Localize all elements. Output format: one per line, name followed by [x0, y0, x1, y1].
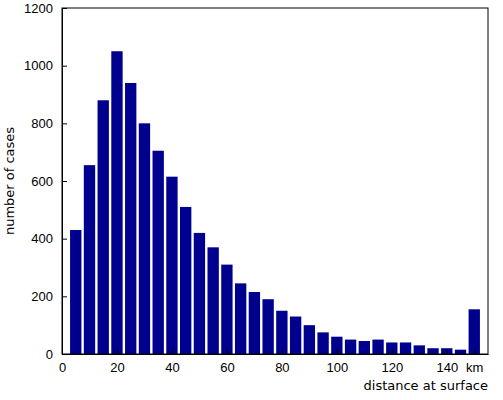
bar [84, 165, 95, 354]
bar [304, 325, 315, 354]
bar [359, 341, 370, 354]
y-tick-label: 600 [31, 174, 53, 189]
y-tick-mark [62, 354, 67, 355]
x-tick-mark [172, 349, 173, 354]
y-tick-mark [62, 66, 67, 67]
x-tick: 20 [110, 349, 124, 375]
x-tick-mark [282, 349, 283, 354]
y-tick-label: 400 [31, 231, 53, 246]
bar [153, 151, 164, 354]
x-tick-mark [392, 349, 393, 354]
bar [441, 348, 452, 354]
bar [317, 332, 328, 354]
x-tick-label: 40 [165, 360, 179, 375]
x-axis: 0 20 40 60 80 100 120 140 km [59, 349, 489, 375]
y-tick: 1200 [24, 1, 67, 16]
x-tick: km [466, 349, 483, 375]
chart: 0 20 40 60 80 100 120 140 km 0 200 400 600 800 1000 120… [0, 0, 503, 400]
y-tick: 1000 [24, 58, 67, 73]
bar [111, 51, 122, 354]
bar [469, 309, 480, 354]
x-tick-label: 80 [275, 360, 289, 375]
frame [62, 8, 488, 354]
y-axis-title: number of cases [2, 127, 17, 235]
x-axis-line [63, 354, 489, 355]
bar [276, 311, 287, 354]
bar [207, 247, 218, 354]
bar [70, 230, 81, 354]
bar [372, 340, 383, 354]
bars [70, 51, 480, 354]
bar [455, 350, 466, 354]
bar [386, 342, 397, 354]
bar [290, 317, 301, 354]
x-tick-label: 140 [436, 360, 458, 375]
x-tick-label: 0 [59, 360, 66, 375]
bar [262, 299, 273, 354]
x-tick: 80 [275, 349, 289, 375]
x-tick: 40 [165, 349, 179, 375]
x-tick-mark [447, 349, 448, 354]
bar [125, 83, 136, 354]
x-tick: 120 [381, 349, 403, 375]
x-tick-mark [117, 349, 118, 354]
y-tick: 600 [31, 174, 67, 189]
y-tick: 0 [46, 347, 67, 362]
x-tick-label: 60 [220, 360, 234, 375]
y-tick-mark [62, 8, 67, 9]
y-tick-mark [62, 123, 67, 124]
bar [180, 207, 191, 354]
x-tick: 140 [436, 349, 458, 375]
bar [139, 123, 150, 354]
y-tick-mark [62, 239, 67, 240]
x-tick-label: 120 [381, 360, 403, 375]
bar [235, 283, 246, 354]
y-tick-mark [62, 296, 67, 297]
x-axis-title: distance at surface [364, 378, 488, 393]
y-tick: 200 [31, 289, 67, 304]
x-tick: 60 [220, 349, 234, 375]
y-tick-mark [62, 181, 67, 182]
bar [249, 292, 260, 354]
bar [221, 265, 232, 354]
y-tick-label: 1200 [24, 1, 53, 16]
y-tick: 400 [31, 231, 67, 246]
bar [345, 340, 356, 354]
y-tick-label: 200 [31, 289, 53, 304]
y-axis: 0 200 400 600 800 1000 1200 [24, 1, 67, 362]
bar [166, 177, 177, 354]
bar [194, 233, 205, 354]
y-tick-label: 800 [31, 116, 53, 131]
bar [331, 337, 342, 354]
x-tick-label: 20 [110, 360, 124, 375]
y-tick: 800 [31, 116, 67, 131]
x-tick-mark [337, 349, 338, 354]
x-tick-label: km [466, 360, 483, 375]
bar [414, 345, 425, 354]
x-tick-label: 100 [326, 360, 348, 375]
y-tick-label: 1000 [24, 58, 53, 73]
y-tick-label: 0 [46, 347, 53, 362]
bar [400, 342, 411, 354]
x-tick-mark [474, 349, 475, 354]
bar [98, 100, 109, 354]
plot: 0 20 40 60 80 100 120 140 km 0 200 400 600 800 1000 120… [24, 1, 488, 376]
x-tick-mark [227, 349, 228, 354]
bar [427, 348, 438, 354]
x-tick: 100 [326, 349, 348, 375]
